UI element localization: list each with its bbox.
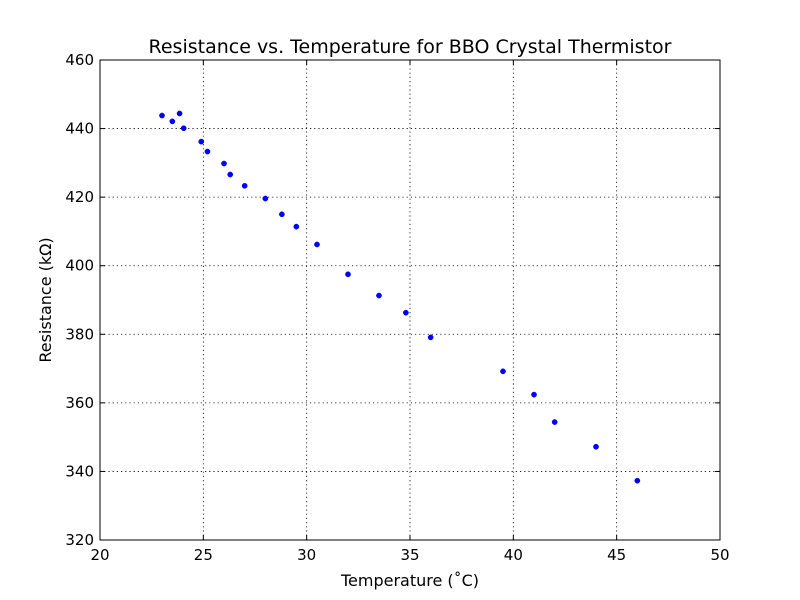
- y-axis-label: Resistance (kΩ): [36, 237, 55, 362]
- data-point: [241, 182, 248, 189]
- data-point: [198, 138, 205, 145]
- y-tick-label: 460: [65, 51, 94, 69]
- data-point: [176, 110, 183, 117]
- x-tick-label: 20: [90, 546, 109, 564]
- data-points: [159, 110, 641, 484]
- grid: [100, 60, 720, 540]
- chart-title: Resistance vs. Temperature for BBO Cryst…: [149, 36, 672, 58]
- data-point: [345, 271, 351, 278]
- data-point: [593, 443, 599, 450]
- x-axis-label: Temperature (˚C): [340, 571, 479, 590]
- data-point: [314, 241, 320, 248]
- x-tick-label: 45: [607, 546, 626, 564]
- data-point: [159, 112, 165, 119]
- data-point: [221, 160, 227, 167]
- y-tick-label: 420: [65, 188, 94, 206]
- plot-frame: [99, 59, 721, 541]
- data-point: [293, 223, 300, 230]
- x-tick-label: 35: [400, 546, 419, 564]
- data-point: [279, 211, 285, 218]
- y-tick-label: 400: [65, 257, 94, 275]
- data-point: [551, 419, 558, 425]
- data-point: [500, 368, 506, 375]
- x-tick-label: 25: [194, 546, 213, 564]
- data-point: [531, 391, 537, 398]
- data-point: [403, 309, 409, 316]
- data-point: [227, 171, 234, 178]
- data-point: [427, 334, 434, 341]
- data-point: [204, 148, 211, 155]
- x-tick-label: 40: [504, 546, 523, 564]
- x-tick-label: 30: [297, 546, 316, 564]
- axis-ticks: 20 25 30 35 40 45 50 320 340 360 380 400 420 440 460: [65, 51, 729, 564]
- y-tick-label: 320: [65, 531, 94, 549]
- data-point: [376, 292, 382, 299]
- data-point: [180, 125, 187, 132]
- data-point: [634, 477, 641, 484]
- y-tick-label: 440: [65, 120, 94, 138]
- x-tick-label: 50: [710, 546, 729, 564]
- data-point: [169, 118, 176, 125]
- y-tick-label: 360: [65, 394, 94, 412]
- y-tick-label: 340: [65, 462, 94, 480]
- y-tick-label: 380: [65, 325, 94, 343]
- data-point: [262, 195, 269, 202]
